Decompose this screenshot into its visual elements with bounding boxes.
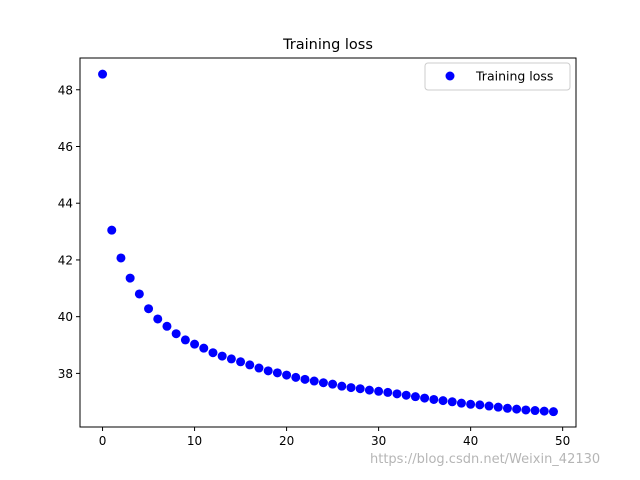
x-tick-label: 10 xyxy=(187,434,202,448)
data-point xyxy=(162,321,172,331)
legend: Training loss xyxy=(424,62,571,91)
y-tick-label: 38 xyxy=(58,367,73,381)
data-point xyxy=(521,405,531,415)
chart-title: Training loss xyxy=(282,37,373,53)
data-point xyxy=(328,379,338,389)
data-point xyxy=(134,289,144,299)
data-point xyxy=(226,354,236,364)
data-point xyxy=(410,392,420,402)
data-point xyxy=(208,348,218,358)
data-point xyxy=(539,406,549,416)
data-point xyxy=(438,396,448,406)
data-point xyxy=(466,399,476,409)
x-axis: 0 10 20 30 40 50 xyxy=(99,427,570,448)
data-point xyxy=(180,335,190,345)
data-point xyxy=(263,366,273,376)
plot-frame xyxy=(79,57,577,428)
data-point xyxy=(530,406,540,416)
data-point xyxy=(171,329,181,339)
data-point xyxy=(153,314,163,324)
x-tick-label: 0 xyxy=(99,434,107,448)
y-axis: 38 40 42 44 46 48 xyxy=(58,83,80,381)
data-point xyxy=(116,253,126,263)
data-point xyxy=(484,401,494,411)
data-point xyxy=(346,383,356,393)
data-point xyxy=(456,398,466,408)
data-point xyxy=(383,387,393,397)
data-point xyxy=(107,225,117,235)
data-point xyxy=(300,374,310,384)
data-point xyxy=(420,393,430,403)
data-points xyxy=(98,69,558,417)
y-tick-label: 44 xyxy=(58,197,73,211)
data-point xyxy=(190,339,200,349)
data-point xyxy=(144,304,154,314)
data-point xyxy=(272,368,282,378)
y-tick-label: 40 xyxy=(58,310,73,324)
x-tick-label: 50 xyxy=(555,434,570,448)
data-point xyxy=(447,397,457,407)
x-tick-label: 40 xyxy=(463,434,478,448)
legend-label: Training loss xyxy=(475,69,553,84)
legend-marker xyxy=(445,71,455,81)
data-point xyxy=(493,402,503,412)
data-point xyxy=(392,389,402,399)
data-point xyxy=(98,69,108,79)
data-point xyxy=(282,370,292,380)
y-tick-label: 42 xyxy=(58,253,73,267)
y-tick-label: 48 xyxy=(58,83,73,97)
data-point xyxy=(502,403,512,413)
data-point xyxy=(475,400,485,410)
x-tick-label: 20 xyxy=(279,434,294,448)
data-point xyxy=(548,407,558,417)
data-point xyxy=(217,351,227,361)
data-point xyxy=(291,372,301,382)
data-point xyxy=(254,363,264,373)
data-point xyxy=(125,273,135,283)
x-tick-label: 30 xyxy=(371,434,386,448)
data-point xyxy=(429,394,439,404)
data-point xyxy=(401,390,411,400)
data-point xyxy=(355,384,365,394)
data-point xyxy=(236,357,246,367)
data-point xyxy=(364,385,374,395)
data-point xyxy=(374,386,384,396)
data-point xyxy=(309,376,319,386)
data-point xyxy=(245,360,255,370)
y-tick-label: 46 xyxy=(58,140,73,154)
legend-box xyxy=(424,62,571,91)
watermark: https://blog.csdn.net/Weixin_42130 xyxy=(370,452,601,467)
data-point xyxy=(512,404,522,414)
data-point xyxy=(318,378,328,388)
data-point xyxy=(337,381,347,391)
data-point xyxy=(199,343,209,353)
